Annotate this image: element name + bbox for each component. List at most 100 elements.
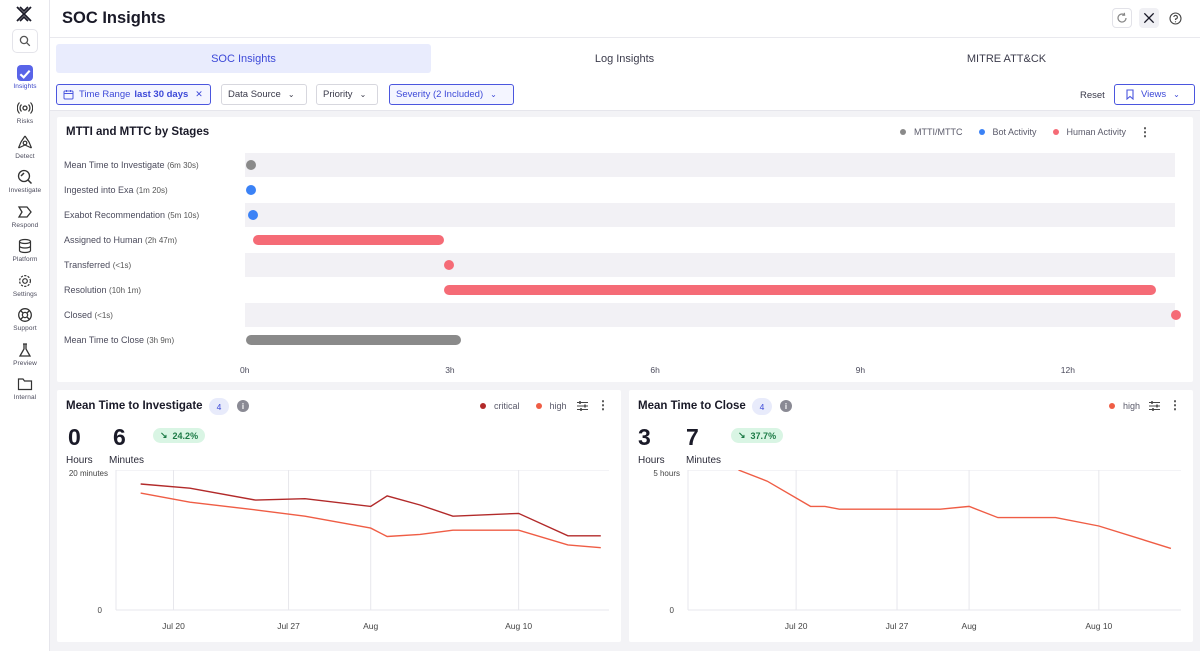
refresh-icon <box>1117 12 1127 23</box>
stage-label: Exabot Recommendation (5m 10s) <box>64 210 199 220</box>
hours-label: Hours <box>66 455 93 466</box>
global-search-button[interactable] <box>12 29 38 53</box>
data-source-label: Data Source <box>228 89 281 100</box>
investigate-icon <box>17 169 33 185</box>
detect-icon <box>17 135 33 149</box>
info-icon[interactable]: i <box>237 400 249 412</box>
sidebar-item-risks[interactable]: Risks <box>0 99 50 131</box>
sidebar-item-label: Support <box>13 325 37 332</box>
stage-label: Closed (<1s) <box>64 310 113 320</box>
risks-icon <box>17 102 33 114</box>
stage-label: Transferred (<1s) <box>64 260 131 270</box>
tab-log-insights[interactable]: Log Insights <box>594 52 655 65</box>
stage-bar[interactable] <box>247 210 258 220</box>
stage-bar[interactable] <box>246 335 462 345</box>
stage-bar[interactable] <box>1171 310 1182 320</box>
x-axis-tick-label: 6h <box>650 365 660 375</box>
sidebar-item-label: Risks <box>16 118 34 125</box>
sidebar: Insights Risks Detect Investigate Respon… <box>0 0 50 651</box>
x-axis-tick-label: 3h <box>445 365 455 375</box>
bookmark-icon <box>1126 89 1134 100</box>
x-axis-tick-label: Jul 20 <box>785 621 808 631</box>
priority-filter[interactable]: Priority ⌄ <box>316 84 378 105</box>
more-options-icon[interactable]: ⋮ <box>1169 398 1181 412</box>
stage-bar[interactable] <box>246 160 256 170</box>
sidebar-item-label: Insights <box>13 83 37 90</box>
brand-switch-button[interactable] <box>1139 8 1159 28</box>
more-options-icon[interactable]: ⋮ <box>597 398 609 412</box>
x-axis-tick-label: Aug <box>363 621 378 631</box>
x-axis-tick-label: 9h <box>855 365 866 375</box>
x-axis-tick-label: Aug 10 <box>505 621 532 631</box>
stage-label: Ingested into Exa (1m 20s) <box>64 185 168 195</box>
stage-row-band <box>245 303 1175 327</box>
info-icon[interactable]: i <box>780 400 792 412</box>
stage-bar[interactable] <box>443 285 1156 295</box>
stage-name: Closed <box>64 310 95 320</box>
sidebar-item-detect[interactable]: Detect <box>0 134 50 166</box>
stage-name: Transferred <box>64 260 113 270</box>
count-badge: 4 <box>209 398 229 415</box>
hours-value: 3 <box>638 424 651 450</box>
mtti-line-chart: Jul 20 Jul 27 Aug Aug 10 20 minutes 0 <box>69 470 609 631</box>
filter-settings-icon[interactable] <box>576 400 589 412</box>
exabeam-logo-icon[interactable] <box>14 5 34 23</box>
respond-icon <box>17 206 32 218</box>
mttc-legend: high <box>1109 401 1156 411</box>
filter-settings-icon[interactable] <box>1148 400 1161 412</box>
severity-label: Severity (2 Included) <box>396 89 484 100</box>
time-range-value: last 30 days <box>134 89 189 100</box>
priority-label: Priority <box>323 89 353 100</box>
chevron-down-icon: ⌄ <box>287 90 295 99</box>
severity-filter[interactable]: Severity (2 Included) ⌄ <box>389 84 514 105</box>
refresh-button[interactable] <box>1112 8 1132 28</box>
minutes-value: 7 <box>686 424 699 450</box>
count-badge: 4 <box>752 398 772 415</box>
more-options-icon[interactable]: ⋮ <box>1139 125 1151 139</box>
legend-item-bot-activity: Bot Activity <box>978 127 1037 137</box>
views-button[interactable]: Views ⌄ <box>1114 84 1195 105</box>
sidebar-item-respond[interactable]: Respond <box>0 203 50 235</box>
sidebar-item-investigate[interactable]: Investigate <box>0 168 50 200</box>
trend-badge: ↘ 24.2% <box>153 428 206 443</box>
stage-row-band <box>245 203 1175 227</box>
sidebar-item-settings[interactable]: Settings <box>0 272 50 304</box>
data-source-filter[interactable]: Data Source ⌄ <box>221 84 307 105</box>
y-axis-tick-label: 0 <box>670 606 675 615</box>
card-title: Mean Time to Close <box>638 400 746 412</box>
legend-item-critical: critical <box>480 401 520 411</box>
sidebar-item-label: Respond <box>11 222 39 229</box>
tab-mitre-attack[interactable]: MITRE ATT&CK <box>966 52 1047 65</box>
sidebar-item-label: Detect <box>15 153 35 160</box>
stage-name: Mean Time to Close <box>64 335 147 345</box>
trend-value: 24.2% <box>172 430 199 441</box>
x-axis-tick-label: 0h <box>240 365 250 375</box>
sidebar-item-preview[interactable]: Preview <box>0 341 50 373</box>
legend-item-mtti-mttc: MTTI/MTTC <box>900 127 963 137</box>
stage-bar[interactable] <box>246 185 256 195</box>
stage-row-band <box>245 253 1175 277</box>
hours-label: Hours <box>638 455 665 466</box>
arrow-down-right-icon: ↘ <box>738 430 746 440</box>
trend-value: 37.7% <box>750 430 777 441</box>
legend-item-high: high <box>535 401 567 411</box>
sidebar-item-internal[interactable]: Internal <box>0 375 50 407</box>
stage-duration: (3h 9m) <box>146 336 175 345</box>
time-range-filter[interactable]: Time Range last 30 days ✕ <box>56 84 211 105</box>
sidebar-item-platform[interactable]: Platform <box>0 237 50 269</box>
reset-button[interactable]: Reset <box>1080 90 1105 101</box>
stage-name: Ingested into Exa <box>64 185 137 195</box>
stage-bar[interactable] <box>253 235 444 245</box>
stage-bar[interactable] <box>443 260 454 270</box>
sidebar-item-insights[interactable]: Insights <box>0 65 50 97</box>
y-axis-tick-label: 0 <box>98 606 103 615</box>
stage-name: Assigned to Human <box>64 235 146 245</box>
help-button[interactable] <box>1165 8 1185 28</box>
tab-soc-insights[interactable]: SOC Insights <box>56 44 431 73</box>
clear-filter-icon[interactable]: ✕ <box>195 89 203 99</box>
legend-item-human-activity: Human Activity <box>1052 127 1126 137</box>
sidebar-item-support[interactable]: Support <box>0 306 50 338</box>
filter-bar: Time Range last 30 days ✕ Data Source ⌄ … <box>50 81 1200 111</box>
sidebar-item-label: Internal <box>13 394 37 401</box>
mean-time-to-close-card: Mean Time to Close 4 i high ⋮ 3 Hours 7 … <box>629 390 1193 642</box>
